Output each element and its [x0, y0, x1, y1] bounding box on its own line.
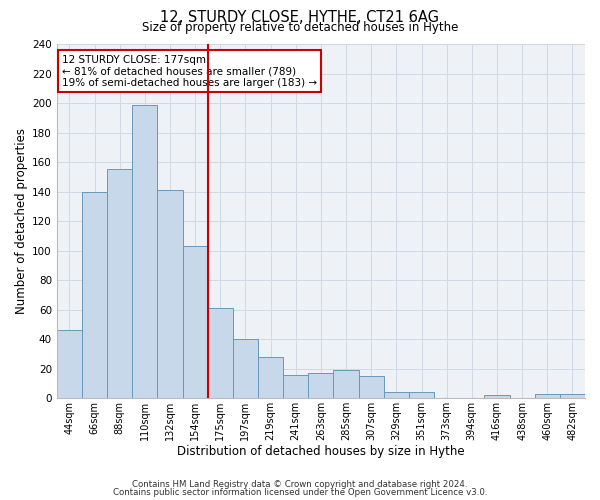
Y-axis label: Number of detached properties: Number of detached properties [15, 128, 28, 314]
Bar [57, 330, 82, 398]
Text: Contains HM Land Registry data © Crown copyright and database right 2024.: Contains HM Land Registry data © Crown c… [132, 480, 468, 489]
Bar [560, 394, 585, 398]
Bar [233, 339, 258, 398]
Bar [82, 192, 107, 398]
Text: Size of property relative to detached houses in Hythe: Size of property relative to detached ho… [142, 21, 458, 34]
X-axis label: Distribution of detached houses by size in Hythe: Distribution of detached houses by size … [177, 444, 465, 458]
Bar [334, 370, 359, 398]
Text: Contains public sector information licensed under the Open Government Licence v3: Contains public sector information licen… [113, 488, 487, 497]
Bar [359, 376, 384, 398]
Bar [157, 190, 182, 398]
Bar [484, 395, 509, 398]
Bar [535, 394, 560, 398]
Bar [283, 374, 308, 398]
Bar [107, 170, 132, 398]
Bar [308, 373, 334, 398]
Text: 12 STURDY CLOSE: 177sqm
← 81% of detached houses are smaller (789)
19% of semi-d: 12 STURDY CLOSE: 177sqm ← 81% of detache… [62, 54, 317, 88]
Text: 12, STURDY CLOSE, HYTHE, CT21 6AG: 12, STURDY CLOSE, HYTHE, CT21 6AG [161, 10, 439, 25]
Bar [258, 357, 283, 398]
Bar [182, 246, 208, 398]
Bar [384, 392, 409, 398]
Bar [132, 104, 157, 398]
Bar [208, 308, 233, 398]
Bar [409, 392, 434, 398]
